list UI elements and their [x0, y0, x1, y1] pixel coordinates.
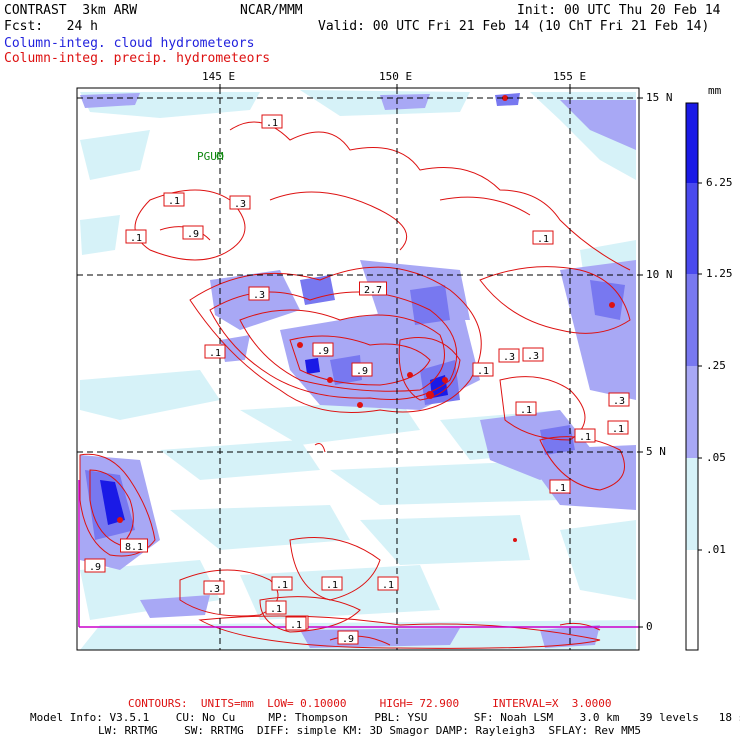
- lat-label-0: 0: [646, 620, 653, 633]
- contour-value-label: .3: [522, 347, 544, 362]
- colorbar-label-0-01: .01: [706, 543, 726, 556]
- svg-text:.3: .3: [527, 351, 539, 362]
- contour-value-label: .1: [515, 401, 537, 416]
- org-label: NCAR/MMM: [240, 3, 303, 18]
- contour-value-label: .1: [271, 576, 293, 591]
- colorbar-unit: mm: [708, 84, 722, 97]
- contour-value-label: .9: [351, 362, 373, 377]
- contour-value-label: .1: [321, 576, 343, 591]
- contour-value-label: .1: [377, 576, 399, 591]
- lon-label-155: 155 E: [553, 70, 587, 83]
- svg-text:.3: .3: [503, 352, 515, 363]
- svg-text:.1: .1: [579, 432, 591, 443]
- station-label: PGUM: [197, 150, 224, 163]
- lon-label-145: 145 E: [202, 70, 236, 83]
- contour-value-label: .1: [204, 344, 226, 359]
- svg-text:.1: .1: [130, 233, 142, 244]
- lat-lon-grid: [77, 88, 639, 650]
- svg-text:.3: .3: [253, 290, 265, 301]
- cloud-field-label: Column-integ. cloud hydrometeors: [4, 36, 255, 51]
- colorbar-seg-1: [686, 103, 698, 183]
- svg-text:.1: .1: [266, 118, 278, 129]
- precip-field-label: Column-integ. precip. hydrometeors: [4, 51, 271, 66]
- station-marker: [216, 152, 224, 160]
- contour-value-label: .9: [182, 225, 204, 240]
- contour-info: CONTOURS: UNITS=mm LOW= 0.10000 HIGH= 72…: [128, 697, 612, 710]
- colorbar-label-0-25: .25: [706, 359, 726, 372]
- lat-label-10n: 10 N: [646, 268, 673, 281]
- svg-text:.1: .1: [537, 234, 549, 245]
- contour-value-label: .3: [203, 580, 225, 595]
- svg-text:.9: .9: [187, 229, 199, 240]
- contour-value-label: .3: [498, 348, 520, 363]
- svg-text:.1: .1: [554, 483, 566, 494]
- svg-text:.3: .3: [234, 199, 246, 210]
- colorbar: [685, 102, 702, 651]
- model-info-line-2: LW: RRTMG SW: RRTMG DIFF: simple KM: 3D …: [98, 724, 642, 737]
- contour-value-label: .9: [337, 630, 359, 645]
- svg-text:.9: .9: [342, 634, 354, 645]
- contour-value-label: .1: [574, 428, 596, 443]
- colorbar-label-6-25: 6.25: [706, 176, 733, 189]
- colorbar-seg-3: [686, 274, 698, 366]
- lat-label-15n: 15 N: [646, 91, 673, 104]
- svg-text:8.1: 8.1: [125, 542, 143, 553]
- lat-label-5n: 5 N: [646, 445, 666, 458]
- svg-text:.1: .1: [209, 348, 221, 359]
- contour-label-layer: .1 .1 .3 .1 .9 .3 2.7 .1 .9 .9 .1 .1 .3 .3 .1 .1 .3 .1 .1.…: [84, 114, 630, 645]
- svg-text:.1: .1: [612, 424, 624, 435]
- contour-value-label: 2.7: [359, 281, 387, 296]
- svg-text:.1: .1: [276, 580, 288, 591]
- precip-intense: [117, 95, 615, 542]
- svg-text:.3: .3: [208, 584, 220, 595]
- map-ticks: [219, 84, 643, 628]
- contour-value-label: .1: [265, 600, 287, 615]
- map-frame: [76, 87, 640, 651]
- colorbar-label-0-05: .05: [706, 451, 726, 464]
- contour-value-label: .1: [261, 114, 283, 129]
- svg-text:.1: .1: [168, 196, 180, 207]
- svg-text:.3: .3: [613, 396, 625, 407]
- svg-text:.1: .1: [477, 366, 489, 377]
- svg-text:.1: .1: [270, 604, 282, 615]
- contour-value-label: .9: [84, 558, 106, 573]
- contour-value-label: .1: [607, 420, 629, 435]
- svg-text:2.7: 2.7: [364, 285, 382, 296]
- contour-value-label: .1: [472, 362, 494, 377]
- svg-text:.1: .1: [382, 580, 394, 591]
- svg-text:.9: .9: [89, 562, 101, 573]
- contour-value-label: .9: [312, 342, 334, 357]
- model-info-line-1: Model Info: V3.5.1 CU: No Cu MP: Thompso…: [30, 711, 740, 724]
- contour-value-label: .1: [532, 230, 554, 245]
- colorbar-seg-5: [686, 458, 698, 550]
- valid-time: Valid: 00 UTC Fri 21 Feb 14 (10 ChT Fri …: [318, 19, 710, 34]
- contour-value-label: .3: [229, 195, 251, 210]
- contour-value-label: .1: [125, 229, 147, 244]
- svg-text:.1: .1: [326, 580, 338, 591]
- colorbar-seg-6: [686, 550, 698, 650]
- svg-text:.1: .1: [520, 405, 532, 416]
- colorbar-label-1-25: 1.25: [706, 267, 733, 280]
- forecast-hour: Fcst: 24 h: [4, 19, 98, 34]
- svg-text:.9: .9: [317, 346, 329, 357]
- svg-text:.1: .1: [290, 620, 302, 631]
- contour-value-label: 8.1: [120, 538, 148, 553]
- contour-value-label: .3: [248, 286, 270, 301]
- init-time: Init: 00 UTC Thu 20 Feb 14: [517, 3, 721, 18]
- precip-contours: [79, 121, 631, 649]
- colorbar-seg-4: [686, 366, 698, 458]
- contour-value-label: .3: [608, 392, 630, 407]
- svg-text:.9: .9: [356, 366, 368, 377]
- lon-label-150: 150 E: [379, 70, 413, 83]
- contour-value-label: .1: [163, 192, 185, 207]
- model-title: CONTRAST 3km ARW: [4, 3, 138, 18]
- contour-value-label: .1: [285, 616, 307, 631]
- colorbar-seg-2: [686, 183, 698, 274]
- contour-value-label: .1: [549, 479, 571, 494]
- colorbar-frame: [685, 102, 699, 651]
